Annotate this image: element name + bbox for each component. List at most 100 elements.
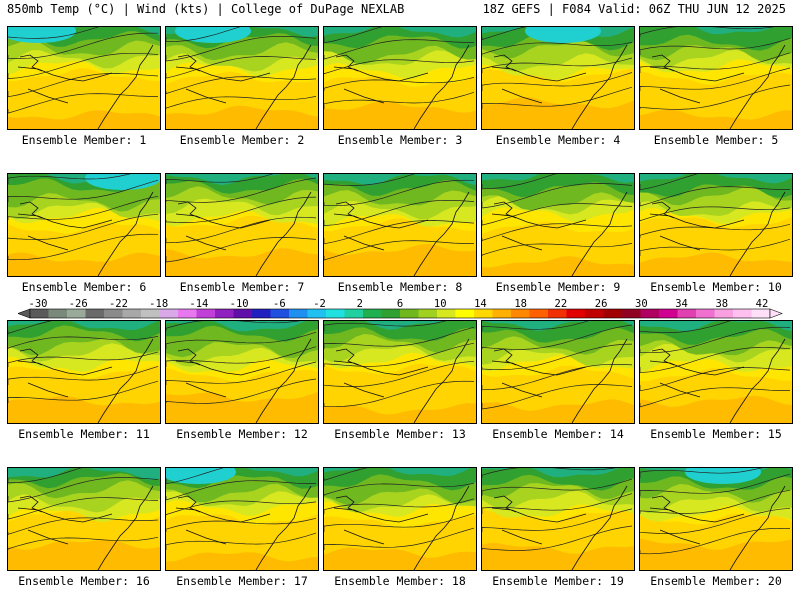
- colorbar-segment: [566, 309, 586, 318]
- colorbar-segment: [381, 309, 401, 318]
- colorbar-segment: [326, 309, 345, 318]
- colorbar-segment: [233, 309, 253, 318]
- colorbar-segment: [696, 309, 715, 318]
- ensemble-map-panel: [165, 173, 319, 277]
- colorbar-tick-label: 34: [675, 299, 688, 310]
- colorbar-segment: [640, 309, 660, 318]
- colorbar-tick-label: -2: [313, 299, 326, 310]
- temperature-field-map: [8, 321, 160, 423]
- colorbar-segment: [344, 309, 364, 318]
- ensemble-member-label: Ensemble Member: 7: [179, 280, 305, 294]
- colorbar-tick-label: 18: [514, 299, 527, 310]
- colorbar-tick-label: 14: [474, 299, 487, 310]
- colorbar-tick-label: 38: [715, 299, 728, 310]
- colorbar-segment: [603, 309, 623, 318]
- colorbar-segment: [492, 309, 512, 318]
- colorbar-segment: [48, 309, 68, 318]
- ensemble-member-label: Ensemble Member: 4: [495, 133, 621, 147]
- ensemble-member-label: Ensemble Member: 8: [337, 280, 463, 294]
- colorbar-segment: [751, 309, 771, 318]
- ensemble-map-panel: [639, 467, 793, 571]
- ensemble-map-panel: [481, 467, 635, 571]
- ensemble-map-panel: [323, 467, 477, 571]
- ensemble-map-panel: [7, 467, 161, 571]
- colorbar-segment: [511, 309, 530, 318]
- ensemble-map-panel: [7, 320, 161, 424]
- temperature-field-map: [8, 174, 160, 276]
- colorbar-tick-label: 10: [434, 299, 447, 310]
- ensemble-map-panel: [165, 26, 319, 130]
- colorbar-segment: [289, 309, 308, 318]
- ensemble-member-label: Ensemble Member: 5: [653, 133, 779, 147]
- temperature-field-map: [166, 468, 318, 570]
- temperature-field-map: [640, 174, 792, 276]
- colorbar-segment: [474, 309, 493, 318]
- colorbar-tick-label: 2: [357, 299, 363, 310]
- ensemble-member-label: Ensemble Member: 11: [18, 427, 150, 441]
- colorbar-right-arrow: [769, 308, 783, 319]
- temperature-field-map: [482, 321, 634, 423]
- colorbar-tick-label: 42: [756, 299, 769, 310]
- temperature-field-map: [640, 27, 792, 129]
- colorbar-segment: [215, 309, 234, 318]
- ensemble-member-label: Ensemble Member: 19: [492, 574, 624, 588]
- colorbar-segment: [178, 309, 197, 318]
- ensemble-map-panel: [639, 173, 793, 277]
- temperature-field-map: [8, 468, 160, 570]
- temperature-field-map: [324, 468, 476, 570]
- colorbar-segment: [437, 309, 456, 318]
- colorbar-tick-label: -6: [273, 299, 286, 310]
- temperature-field-map: [166, 174, 318, 276]
- colorbar-segment: [363, 309, 382, 318]
- colorbar-segment: [622, 309, 641, 318]
- colorbar-segment: [529, 309, 549, 318]
- colorbar-segment: [418, 309, 438, 318]
- ensemble-member-label: Ensemble Member: 2: [179, 133, 305, 147]
- ensemble-member-label: Ensemble Member: 14: [492, 427, 624, 441]
- colorbar-tick-label: -30: [29, 299, 48, 310]
- ensemble-member-label: Ensemble Member: 15: [650, 427, 782, 441]
- model-run-info: 18Z GEFS | F084 Valid: 06Z THU JUN 12 20…: [482, 2, 786, 16]
- colorbar-segment: [196, 309, 216, 318]
- ensemble-member-label: Ensemble Member: 17: [176, 574, 308, 588]
- colorbar-segment: [548, 309, 567, 318]
- colorbar-segment: [252, 309, 271, 318]
- colorbar-segment: [141, 309, 160, 318]
- ensemble-map-panel: [481, 26, 635, 130]
- colorbar-segment: [122, 309, 142, 318]
- colorbar-segment: [659, 309, 678, 318]
- ensemble-map-panel: [639, 26, 793, 130]
- ensemble-member-label: Ensemble Member: 3: [337, 133, 463, 147]
- ensemble-map-panel: [165, 320, 319, 424]
- colorbar-tick-label: -14: [189, 299, 208, 310]
- colorbar-segment: [585, 309, 604, 318]
- temperature-field-map: [324, 321, 476, 423]
- ensemble-member-label: Ensemble Member: 9: [495, 280, 621, 294]
- temperature-field-map: [482, 174, 634, 276]
- ensemble-map-panel: [323, 320, 477, 424]
- ensemble-map-panel: [639, 320, 793, 424]
- temperature-field-map: [324, 174, 476, 276]
- ensemble-map-panel: [481, 320, 635, 424]
- colorbar-segment: [67, 309, 86, 318]
- ensemble-map-panel: [323, 173, 477, 277]
- colorbar-tick-label: -26: [69, 299, 88, 310]
- ensemble-member-label: Ensemble Member: 13: [334, 427, 466, 441]
- ensemble-member-label: Ensemble Member: 12: [176, 427, 308, 441]
- ensemble-map-panel: [7, 173, 161, 277]
- colorbar-tick-label: -18: [149, 299, 168, 310]
- colorbar-segment: [677, 309, 697, 318]
- temperature-field-map: [640, 321, 792, 423]
- colorbar-tick-label: -22: [109, 299, 128, 310]
- ensemble-member-label: Ensemble Member: 1: [21, 133, 147, 147]
- colorbar-tick-label: 22: [555, 299, 568, 310]
- colorbar-segment: [104, 309, 123, 318]
- colorbar-segment: [455, 309, 475, 318]
- ensemble-map-panel: [7, 26, 161, 130]
- ensemble-member-label: Ensemble Member: 6: [21, 280, 147, 294]
- colorbar-tick-label: 6: [397, 299, 403, 310]
- colorbar-segment: [30, 309, 49, 318]
- colorbar-segment: [159, 309, 179, 318]
- chart-title: 850mb Temp (°C) | Wind (kts) | College o…: [7, 2, 405, 16]
- ensemble-member-label: Ensemble Member: 20: [650, 574, 782, 588]
